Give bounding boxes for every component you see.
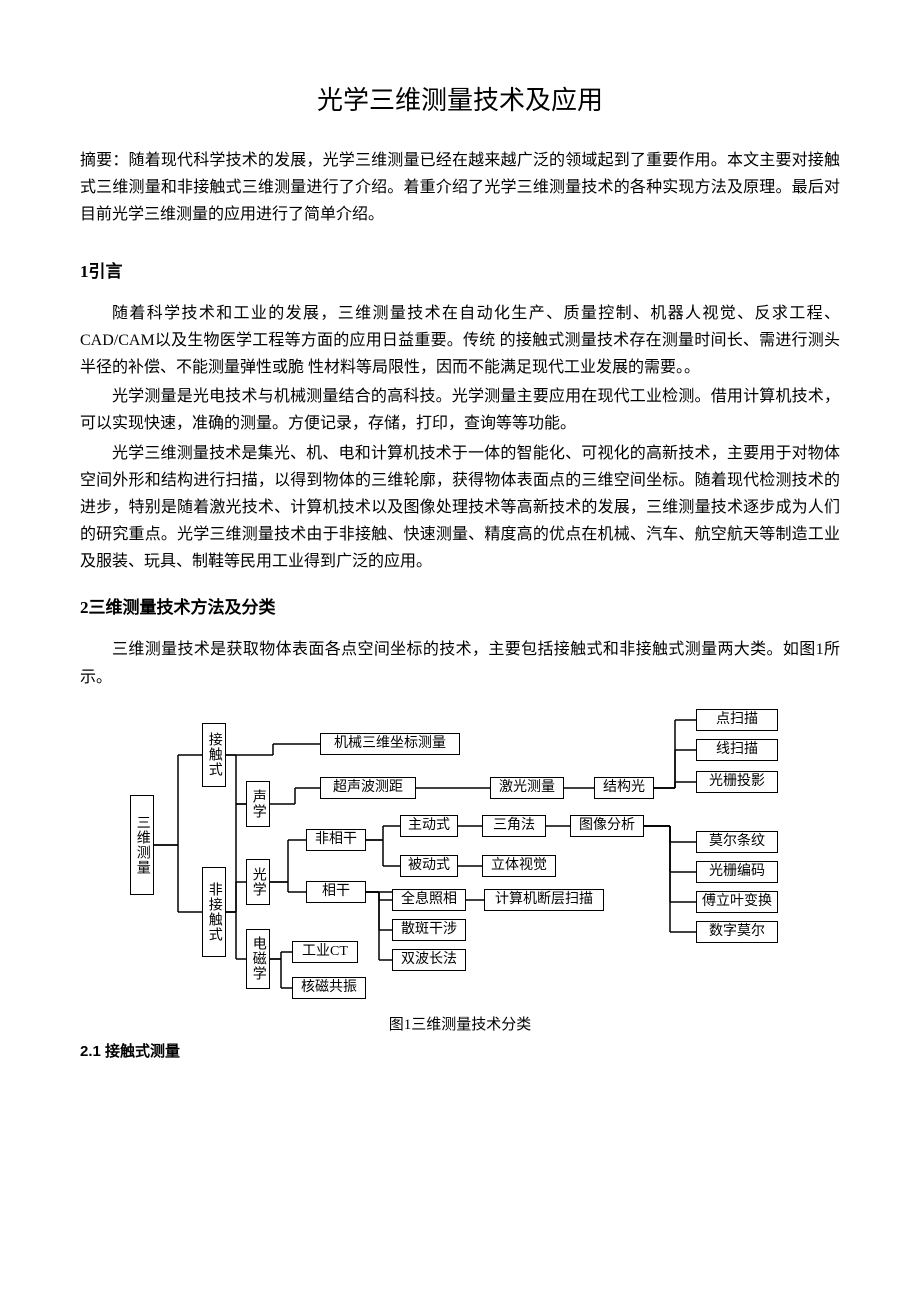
section-1-heading: 1引言: [80, 257, 840, 282]
diagram-node-ctscan: 计算机断层扫描: [484, 889, 604, 911]
diagram-node-cmm: 机械三维坐标测量: [320, 733, 460, 755]
paragraph-4: 三维测量技术是获取物体表面各点空间坐标的技术，主要包括接触式和非接触式测量两大类…: [80, 636, 840, 690]
paragraph-3: 光学三维测量技术是集光、机、电和计算机技术于一体的智能化、可视化的高新技术，主要…: [80, 440, 840, 576]
diagram-node-em: 电磁学: [246, 929, 270, 989]
section-2-heading: 2三维测量技术方法及分类: [80, 593, 840, 618]
diagram-node-pscan: 点扫描: [696, 709, 778, 731]
diagram-node-dmoire: 数字莫尔: [696, 921, 778, 943]
classification-diagram: 三维测量 接触式非接触式 声学光学电磁学 机械三维坐标测量超声波测距非相干相干工业CT…: [130, 709, 790, 1009]
diagram-node-active: 主动式: [400, 815, 458, 837]
diagram-node-optical: 光学: [246, 859, 270, 905]
diagram-node-grating: 光栅投影: [696, 771, 778, 793]
diagram-node-coh: 相干: [306, 881, 366, 903]
abstract-label: 摘要：: [80, 152, 129, 169]
figure-1-caption: 图1三维测量技术分类: [389, 1013, 532, 1034]
diagram-node-noncoh: 非相干: [306, 829, 366, 851]
diagram-node-gcode: 光栅编码: [696, 861, 778, 883]
diagram-node-dual: 双波长法: [392, 949, 466, 971]
diagram-node-root: 三维测量: [130, 795, 154, 895]
figure-1: 三维测量 接触式非接触式 声学光学电磁学 机械三维坐标测量超声波测距非相干相干工业CT…: [80, 709, 840, 1034]
diagram-node-moire: 莫尔条纹: [696, 831, 778, 853]
diagram-node-laser: 激光测量: [490, 777, 564, 799]
diagram-node-imga: 图像分析: [570, 815, 644, 837]
diagram-node-speckle: 散斑干涉: [392, 919, 466, 941]
subsection-2-1-heading: 2.1 接触式测量: [80, 1040, 840, 1061]
diagram-node-passive: 被动式: [400, 855, 458, 877]
paragraph-2: 光学测量是光电技术与机械测量结合的高科技。光学测量主要应用在现代工业检测。借用计…: [80, 383, 840, 437]
diagram-node-ultra: 超声波测距: [320, 777, 416, 799]
abstract: 摘要：随着现代科学技术的发展，光学三维测量已经在越来越广泛的领域起到了重要作用。…: [80, 147, 840, 229]
diagram-node-fourier: 傅立叶变换: [696, 891, 778, 913]
diagram-node-stereo: 立体视觉: [482, 855, 556, 877]
paragraph-1: 随着科学技术和工业的发展，三维测量技术在自动化生产、质量控制、机器人视觉、反求工…: [80, 300, 840, 382]
abstract-text: 随着现代科学技术的发展，光学三维测量已经在越来越广泛的领域起到了重要作用。本文主…: [80, 152, 840, 223]
diagram-node-struct: 结构光: [594, 777, 654, 799]
diagram-node-ct: 工业CT: [292, 941, 358, 963]
diagram-node-tri: 三角法: [482, 815, 546, 837]
diagram-node-acoustic: 声学: [246, 781, 270, 827]
page-title: 光学三维测量技术及应用: [80, 80, 840, 117]
diagram-node-contact: 接触式: [202, 723, 226, 787]
diagram-node-holo: 全息照相: [392, 889, 466, 911]
diagram-node-lscan: 线扫描: [696, 739, 778, 761]
diagram-node-mri: 核磁共振: [292, 977, 366, 999]
diagram-node-noncontact: 非接触式: [202, 867, 226, 957]
